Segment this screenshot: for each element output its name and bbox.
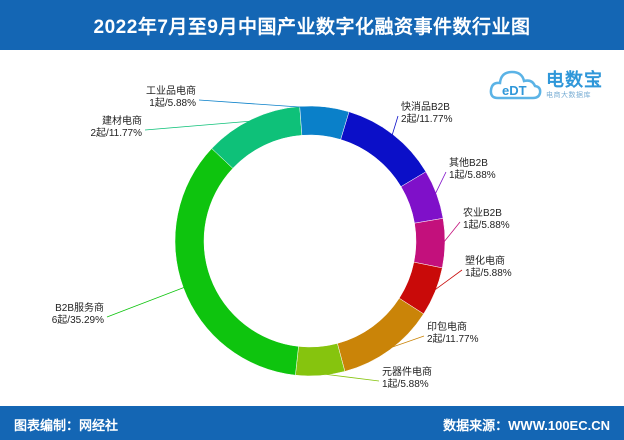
leader-line <box>388 335 425 349</box>
slice-name-label: 印包电商 <box>427 320 467 333</box>
logo-mark-text: eDT <box>502 83 527 98</box>
footer-editor: 图表编制：网经社 <box>14 418 119 433</box>
chart-title: 2022年7月至9月中国产业数字化融资事件数行业图 <box>93 16 531 38</box>
slice-value-label: 1起/5.88% <box>382 378 429 390</box>
donut-slice <box>413 218 446 269</box>
leader-line <box>144 120 253 131</box>
title-bar: 2022年7月至9月中国产业数字化融资事件数行业图 <box>0 0 624 50</box>
chart-area: 快消品B2B 2起/11.77% 其他B2B 1起/5.88% 农业B2B 1起/5.88… <box>0 50 624 406</box>
slice-name-label: 农业B2B <box>463 206 502 219</box>
slice-value-label: 1起/5.88% <box>465 267 512 279</box>
donut-chart: 快消品B2B2起/11.77%其他B2B1起/5.88%农业B2B1起/5.88… <box>52 84 512 390</box>
slice-value-label: 2起/11.77% <box>427 333 479 345</box>
slice-name-label: B2B服务商 <box>55 301 104 314</box>
slice-value-label: 2起/11.77% <box>401 113 453 125</box>
leader-line <box>442 221 461 244</box>
slice-value-label: 1起/5.88% <box>449 169 496 181</box>
leader-line <box>198 99 325 110</box>
slice-value-label: 2起/11.77% <box>90 127 142 139</box>
logo-brand: 电数宝 <box>546 70 603 90</box>
slice-name-label: 工业品电商 <box>146 84 196 97</box>
donut-slice <box>211 106 303 169</box>
slice-name-label: 建材电商 <box>102 114 142 127</box>
slice-value-label: 1起/5.88% <box>149 97 196 109</box>
edt-logo: eDT 电数宝 电商大数据库 <box>488 60 618 106</box>
slice-name-label: 塑化电商 <box>465 254 505 267</box>
slice-value-label: 1起/5.88% <box>463 219 510 231</box>
donut-slice <box>299 105 350 140</box>
leader-line <box>434 171 447 196</box>
donut-slice <box>295 343 346 377</box>
slice-name-label: 元器件电商 <box>382 365 432 378</box>
leader-line <box>106 286 186 318</box>
logo-subtitle: 电商大数据库 <box>546 92 591 99</box>
slice-name-label: 快消品B2B <box>401 100 450 113</box>
footer-source: 数据来源：WWW.100EC.CN <box>443 418 610 433</box>
slice-value-label: 6起/35.29% <box>52 314 104 326</box>
leader-line <box>320 373 380 382</box>
cloud-logo-icon: eDT <box>489 70 542 100</box>
leader-line <box>391 115 399 137</box>
slice-name-label: 其他B2B <box>449 156 488 169</box>
footer-bar: 图表编制：网经社 数据来源：WWW.100EC.CN <box>0 406 624 440</box>
leader-line <box>432 269 463 292</box>
donut-slice <box>174 148 299 376</box>
donut-slice <box>337 297 424 372</box>
